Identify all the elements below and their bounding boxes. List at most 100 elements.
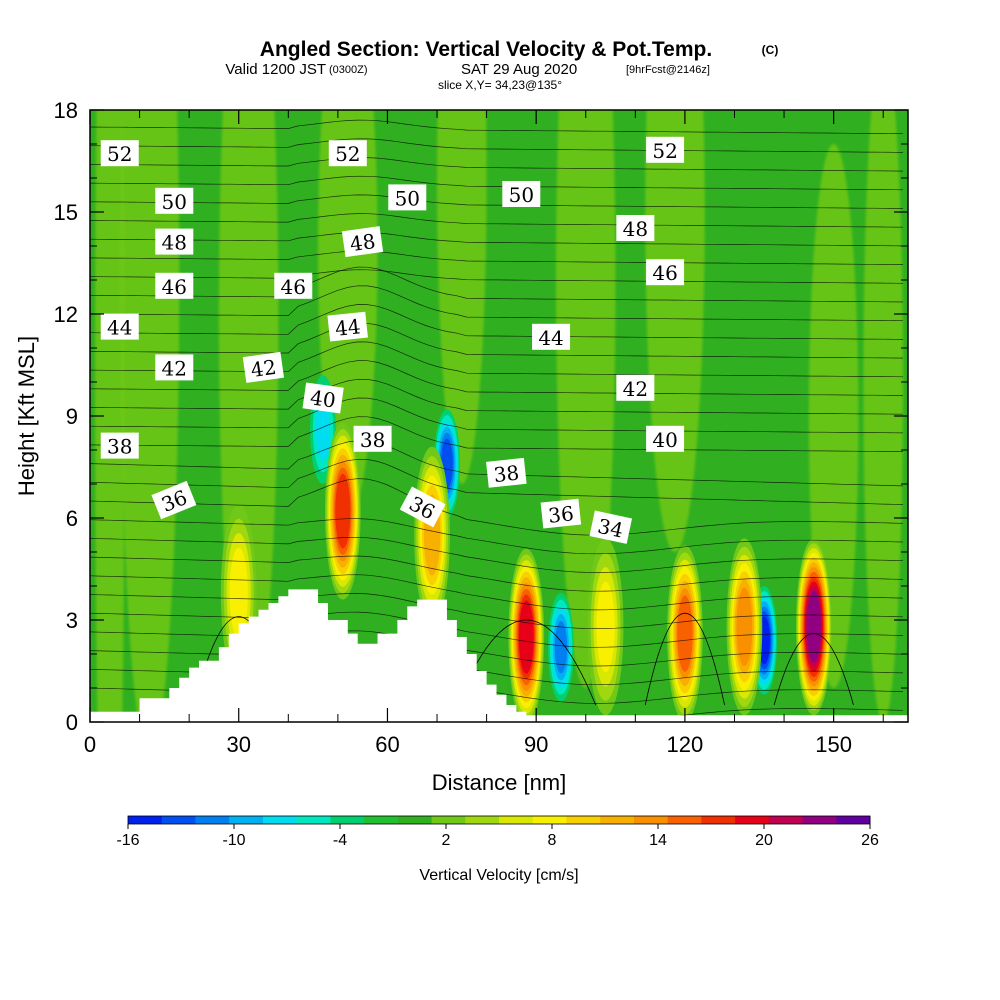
label-box [616,374,655,401]
colorbar-tick-label: 20 [755,832,773,849]
theta-contour-line [90,231,904,247]
theta-contour-label: 46 [274,272,313,299]
colorbar-swatch [633,816,669,824]
label-box [502,181,541,207]
theta-contour-label: 38 [486,457,527,488]
label-box [100,313,139,340]
label-text: 44 [334,314,362,341]
colorbar-swatch [600,816,635,824]
label-box [242,351,285,383]
theta-contour-line [90,611,904,648]
label-text: 44 [538,326,563,350]
label-box [328,140,367,167]
theta-contour-line [90,269,904,284]
colorbar-swatch [262,816,298,824]
theta-contour-label: 48 [155,228,194,255]
y-tick-label: 6 [66,506,78,531]
theta-contour-line [90,630,904,667]
label-box [155,272,194,299]
title-mark: (C) [762,43,779,57]
colorbar-tick-label: 2 [442,832,451,849]
colorbar-swatch [229,816,264,824]
chart-title: Angled Section: Vertical Velocity & Pot.… [260,38,712,61]
colorbar-swatch [566,816,601,824]
valid-utc: (0300Z) [329,64,368,76]
colorbar-swatch [735,816,770,824]
theta-contour-line [90,397,904,434]
colorbar-tick-label: 8 [548,832,557,849]
weak-ascent-band [119,110,180,722]
theta-contour-label: 52 [646,136,685,163]
valid-prefix: Valid 1200 JST [225,61,326,78]
theta-contour-label: 44 [532,323,571,350]
theta-contour-line [90,119,904,135]
label-box [155,228,194,255]
colorbar-swatch [128,816,163,824]
theta-contour-line [90,341,904,378]
label-text: 42 [249,355,278,382]
colorbar-swatch [768,816,804,824]
label-box [646,259,685,286]
theta-contour-line [90,536,904,573]
theta-contour-line [90,213,904,228]
y-tick-label: 9 [66,404,78,429]
colorbar-tick-label: -16 [116,832,139,849]
downdraft-core [554,621,568,674]
label-box [151,480,197,520]
colorbar-swatch [431,816,466,824]
updraft-core [518,600,534,674]
updraft-core [335,473,351,549]
colorbar-swatch [802,816,837,824]
theta-contours [90,119,904,722]
theta-contour-line [90,285,904,322]
label-box [155,187,194,214]
label-text: 42 [162,356,187,380]
label-box [341,226,384,258]
theta-contour-label: 52 [328,140,367,167]
theta-contour-label: 34 [589,510,633,544]
theta-contour-line [90,304,904,340]
theta-contour-line [90,175,904,191]
theta-contour-label: 42 [242,351,285,383]
chart-header: Angled Section: Vertical Velocity & Pot.… [225,38,778,92]
slice-info: slice X,Y= 34,23@135° [438,78,562,92]
colorbar-swatch [836,816,871,824]
label-box [274,272,313,299]
label-box [302,382,344,414]
label-text: 40 [652,428,677,452]
x-tick-label: 120 [667,732,704,757]
valid-date: SAT 29 Aug 2020 [461,61,577,78]
plot-background [90,110,908,722]
label-text: 50 [395,186,420,210]
colorbar-tick-label: -4 [333,832,347,849]
label-box [155,354,194,381]
theta-contour-line [90,518,904,555]
updraft-core [229,547,248,639]
label-text: 38 [360,428,385,452]
label-text: 50 [509,183,534,207]
colorbar-tick-label: 14 [649,832,667,849]
x-tick-label: 0 [84,732,96,757]
theta-contour-label: 48 [616,215,655,241]
label-box [589,510,633,544]
updraft-core [596,581,615,673]
theta-contour-label: 38 [100,432,139,459]
colorbar-swatch [397,816,433,824]
x-axis-label: Distance [nm] [432,770,567,795]
label-box [486,457,527,488]
x-tick-label: 90 [524,732,548,757]
theta-contour-line [90,266,904,303]
label-box [616,215,655,241]
theta-contour-line [90,378,904,415]
y-tick-label: 15 [54,200,78,225]
colorbar-swatch [161,816,196,824]
theta-contour-line [90,322,904,359]
colorbar-swatch [296,816,331,824]
label-box [100,140,139,167]
theta-contour-line [90,555,904,592]
colorbar-swatch [330,816,365,824]
y-tick-label: 18 [54,98,78,123]
